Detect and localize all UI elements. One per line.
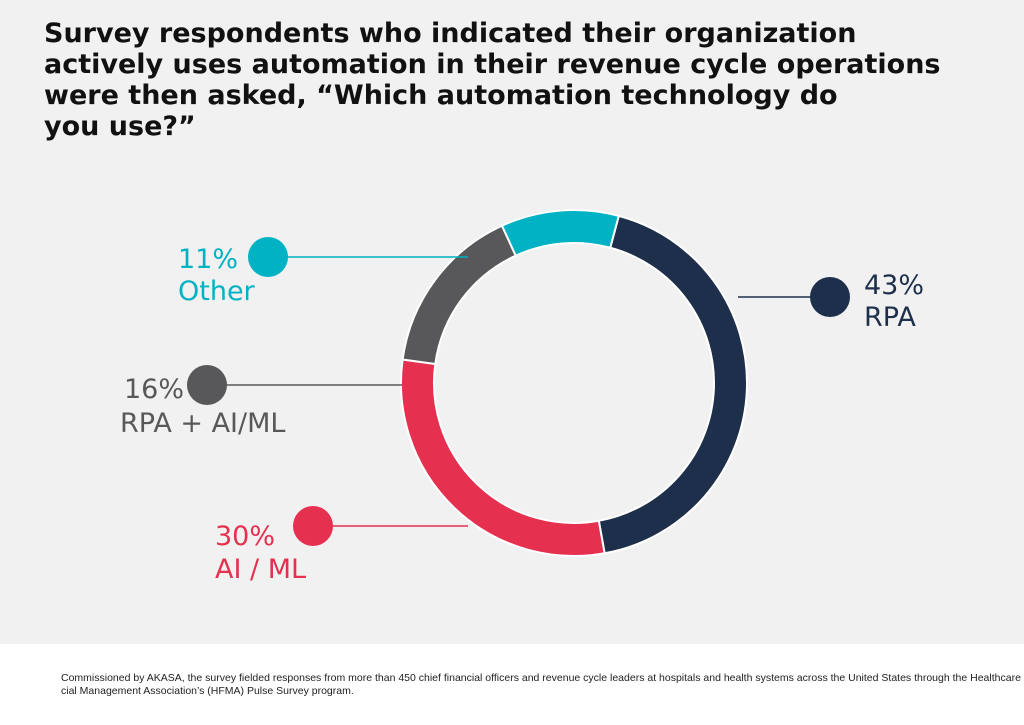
- title-line: you use?”: [44, 111, 196, 142]
- footnote-line: cial Management Association’s (HFMA) Pul…: [61, 685, 354, 697]
- value-label-rpa-aiml: 16%: [124, 374, 184, 405]
- title-line: actively uses automation in their revenu…: [44, 49, 941, 80]
- value-label-rpa: 43%: [864, 270, 924, 301]
- title-line: were then asked, “Which automation techn…: [44, 80, 838, 111]
- donut-slice-other: [500, 209, 621, 258]
- footnote-line: Commissioned by AKASA, the survey fielde…: [61, 672, 1024, 684]
- chart-title: Survey respondents who indicated their o…: [44, 18, 994, 142]
- donut-slices: [400, 209, 748, 557]
- value-label-other: 11%: [178, 244, 238, 275]
- title-line: Survey respondents who indicated their o…: [44, 18, 857, 49]
- footnote: Commissioned by AKASA, the survey fielde…: [61, 672, 1024, 698]
- category-label-other: Other: [178, 276, 256, 307]
- value-label-aiml: 30%: [215, 521, 275, 552]
- donut-chart: 43% RPA 11% Other 16% RPA + AI/ML 30% AI…: [120, 209, 924, 585]
- donut-slice-rpa-aiml: [401, 224, 518, 366]
- marker-dot-rpa-aiml: [187, 365, 227, 405]
- marker-dot-aiml: [293, 506, 333, 546]
- marker-dot-other: [248, 237, 288, 277]
- category-label-aiml: AI / ML: [215, 554, 306, 585]
- marker-dot-rpa: [810, 277, 850, 317]
- category-label-rpa-aiml: RPA + AI/ML: [120, 408, 285, 439]
- donut-slice-rpa: [597, 214, 748, 555]
- category-label-rpa: RPA: [864, 302, 916, 333]
